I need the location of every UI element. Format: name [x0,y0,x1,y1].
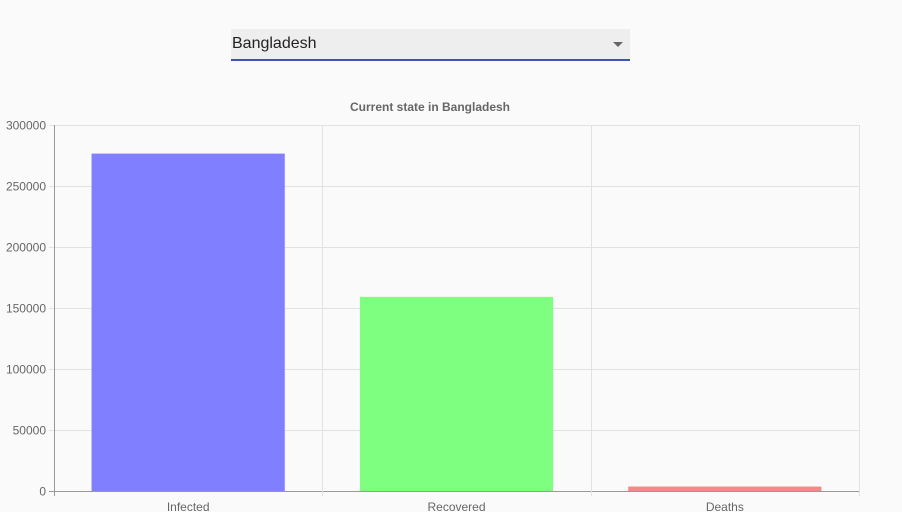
x-tick-label: Recovered [427,500,485,512]
y-tick-label: 250000 [6,180,46,194]
x-axis: Infected Recovered Deaths [167,500,744,512]
bar-deaths[interactable] [628,486,822,491]
country-select[interactable]: Bangladesh [231,29,630,61]
bar-infected[interactable] [91,153,285,491]
chevron-down-icon[interactable] [613,42,623,47]
chart-title: Current state in Bangladesh [350,100,510,114]
y-tick-label: 300000 [6,119,46,133]
y-tick-label: 100000 [6,363,46,377]
y-axis: 300000 250000 200000 150000 100000 50000 0 [6,119,46,499]
country-select-value: Bangladesh [232,35,317,52]
y-tick-label: 200000 [6,241,46,255]
y-tick-label: 50000 [13,424,47,438]
x-tick-label: Infected [167,500,210,512]
y-tick-label: 0 [39,485,46,499]
x-tick-label: Deaths [706,500,744,512]
bar-recovered[interactable] [359,296,554,491]
y-tick-label: 150000 [6,302,46,316]
bars [91,153,822,491]
